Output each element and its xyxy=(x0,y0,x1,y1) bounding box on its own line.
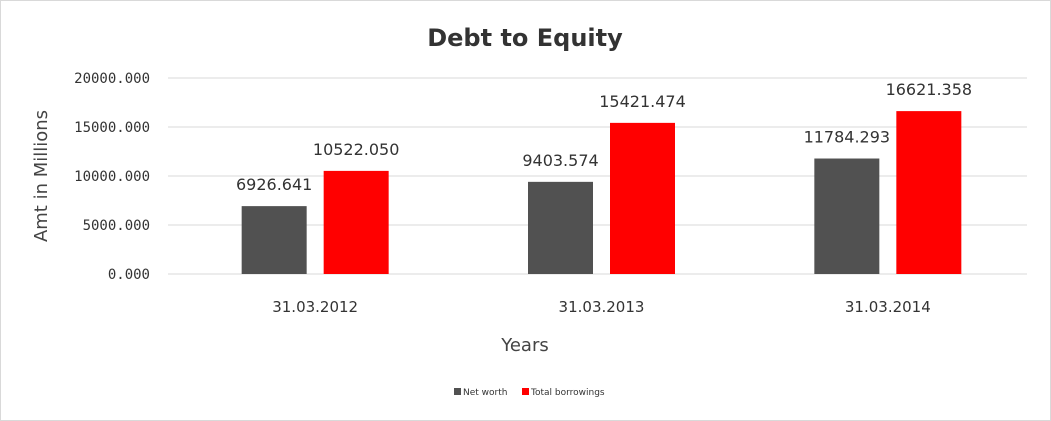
data-label: 11784.293 xyxy=(804,128,891,147)
legend-label: Total borrowings xyxy=(530,388,605,398)
y-tick-label: 10000.000 xyxy=(74,169,150,185)
data-label: 9403.574 xyxy=(522,151,598,170)
x-axis-categories: 31.03.2012 31.03.2013 31.03.2014 xyxy=(272,298,931,316)
bar-net-worth xyxy=(814,158,880,274)
data-label: 16621.358 xyxy=(886,80,973,99)
y-tick-label: 15000.000 xyxy=(74,120,150,136)
gridlines xyxy=(168,77,1027,275)
y-axis-title: Amt in Millions xyxy=(31,110,52,242)
x-category-label: 31.03.2014 xyxy=(845,298,931,316)
y-tick-label: 5000.000 xyxy=(83,218,150,234)
x-category-label: 31.03.2013 xyxy=(559,298,645,316)
legend-label: Net worth xyxy=(463,388,507,398)
bar-net-worth xyxy=(528,181,593,274)
data-label: 6926.641 xyxy=(236,175,312,194)
legend-swatch xyxy=(522,388,529,395)
y-tick-label: 0.000 xyxy=(108,267,150,283)
y-axis-ticks: 0.000 5000.000 10000.000 15000.000 20000.000 xyxy=(74,71,150,283)
data-label: 10522.050 xyxy=(313,140,400,159)
bar-total-borrowings xyxy=(610,122,675,274)
bar-total-borrowings xyxy=(896,111,962,275)
x-axis-title: Years xyxy=(500,335,549,356)
bar-net-worth xyxy=(241,206,307,274)
bar-total-borrowings xyxy=(323,170,389,274)
chart-title: Debt to Equity xyxy=(427,24,623,52)
x-category-label: 31.03.2012 xyxy=(272,298,358,316)
legend: Net worth Total borrowings xyxy=(454,388,605,398)
bars xyxy=(241,111,962,275)
legend-swatch xyxy=(454,388,461,395)
data-label: 15421.474 xyxy=(599,92,686,111)
y-tick-label: 20000.000 xyxy=(74,71,150,87)
